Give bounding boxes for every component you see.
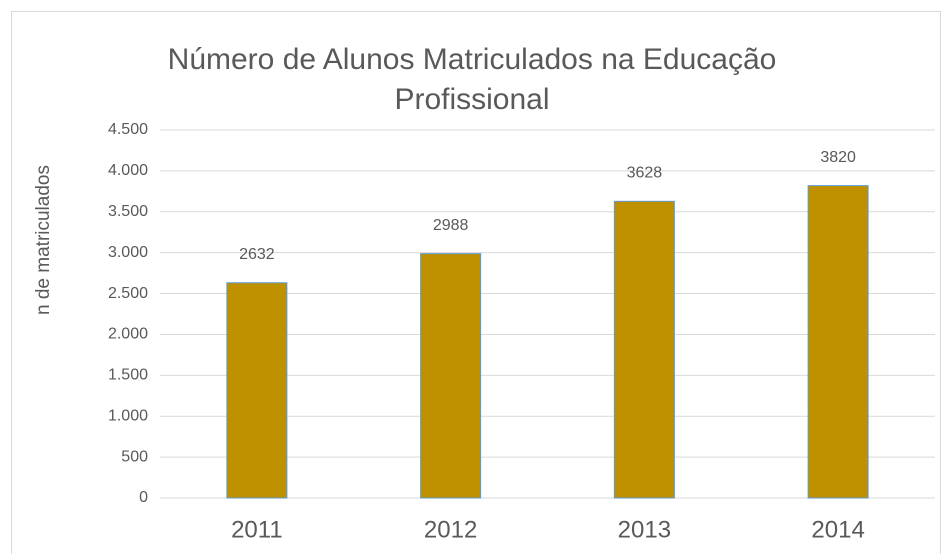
y-tick-label: 1.000 [108,407,148,424]
bar [613,200,675,499]
x-tick-label: 2012 [424,516,477,543]
y-tick-label: 4.000 [108,162,148,179]
bar [807,185,869,499]
y-tick-label: 0 [139,489,148,506]
y-tick-label: 3.500 [108,203,148,220]
data-label: 2988 [433,217,469,234]
chart-border [11,11,941,554]
data-label: 2632 [239,246,275,263]
y-tick-label: 1.500 [108,367,148,384]
y-tick-label: 3.000 [108,244,148,261]
y-tick-label: 4.500 [108,121,148,138]
x-tick-label: 2013 [618,516,671,543]
chart-title: Número de Alunos Matriculados na Educaçã… [167,43,777,116]
data-label: 3820 [820,149,856,166]
y-tick-label: 2.000 [108,326,148,343]
y-tick-label: 2.500 [108,285,148,302]
bar [420,253,482,499]
x-tick-label: 2014 [811,516,864,543]
x-tick-label: 2011 [231,516,283,543]
data-label: 3628 [627,165,663,182]
y-axis-label: n de matriculados [33,165,54,315]
bar [226,282,288,499]
y-tick-label: 500 [121,448,148,465]
